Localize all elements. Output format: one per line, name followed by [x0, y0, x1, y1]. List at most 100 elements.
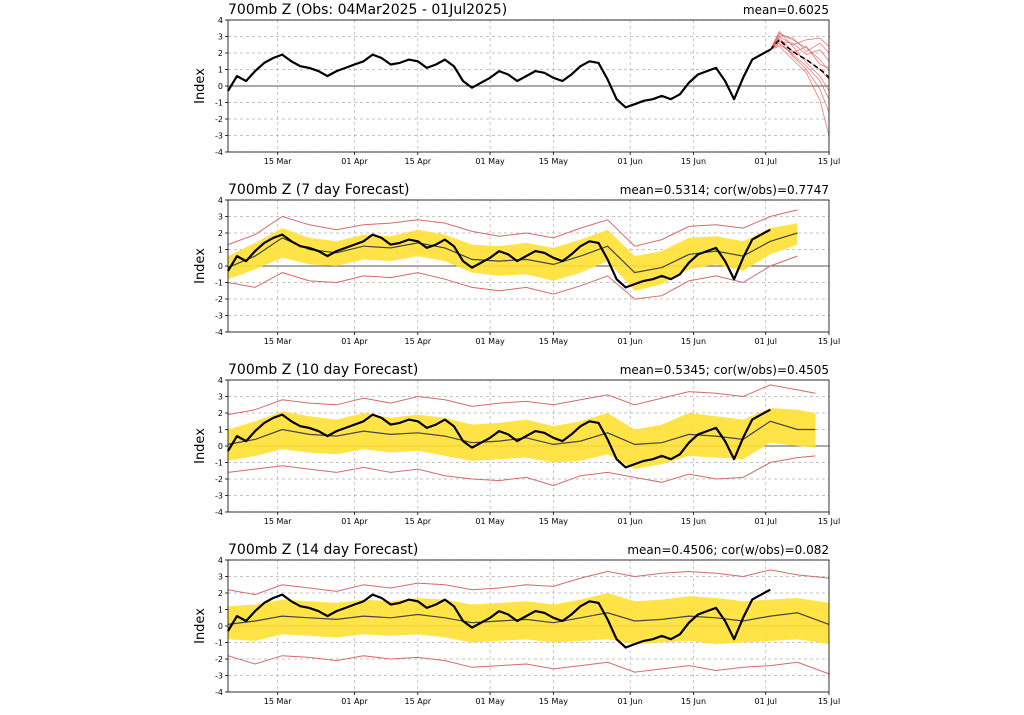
x-tick-label: 01 May — [475, 337, 505, 346]
y-tick-label: -2 — [215, 115, 223, 124]
y-tick-label: 1 — [218, 246, 223, 255]
x-tick-label: 01 Jun — [618, 157, 643, 166]
x-tick-label: 15 Jun — [681, 517, 706, 526]
ensemble-bound-line — [227, 255, 798, 300]
y-tick-label: 4 — [218, 16, 223, 25]
x-tick-label: 15 May — [539, 517, 569, 526]
y-axis-label: Index — [193, 68, 208, 104]
y-tick-label: -2 — [215, 475, 223, 484]
x-tick-label: 01 Jul — [755, 517, 777, 526]
x-tick-label: 01 Apr — [341, 337, 368, 346]
panel-title: 700mb Z (10 day Forecast) — [228, 362, 418, 378]
y-tick-label: 0 — [218, 442, 223, 451]
y-tick-label: 3 — [218, 213, 223, 222]
chart-panel-3: 700mb Z (10 day Forecast) mean=0.5345; co… — [193, 362, 840, 526]
x-tick-label: 15 Apr — [405, 697, 432, 706]
plot-frame — [227, 19, 830, 153]
ensemble-member-line — [769, 30, 830, 92]
ensemble-member-line — [769, 32, 830, 72]
ensemble-member-line — [769, 34, 830, 54]
chart-panel-1: 700mb Z (Obs: 04Mar2025 - 01Jul2025) mean… — [193, 2, 840, 166]
x-tick-label: 15 Jul — [818, 517, 840, 526]
x-tick-label: 15 Apr — [405, 337, 432, 346]
y-tick-label: 3 — [218, 33, 223, 42]
x-tick-label: 01 Jun — [618, 697, 643, 706]
y-tick-label: 2 — [218, 229, 223, 238]
ensemble-bound-line — [227, 209, 798, 247]
x-tick-label: 15 Apr — [405, 157, 432, 166]
y-tick-label: 0 — [218, 262, 223, 271]
ensemble-member-line — [770, 42, 830, 100]
y-tick-label: -1 — [215, 279, 223, 288]
panel-stats: mean=0.6025 — [743, 3, 829, 17]
ensemble-member-line — [770, 45, 830, 136]
panel-stats: mean=0.5345; cor(w/obs)=0.4505 — [620, 363, 829, 377]
y-axis-label: Index — [193, 428, 208, 464]
x-tick-label: 01 Apr — [341, 157, 368, 166]
y-tick-label: 2 — [218, 589, 223, 598]
y-tick-label: 1 — [218, 426, 223, 435]
ensemble-bound-line — [227, 655, 830, 675]
y-tick-label: 4 — [218, 376, 223, 385]
y-tick-label: -4 — [215, 148, 223, 157]
y-tick-label: -1 — [215, 99, 223, 108]
x-tick-label: 01 Jun — [618, 337, 643, 346]
chart-panel-4: 700mb Z (14 day Forecast) mean=0.4506; co… — [193, 542, 840, 706]
y-tick-label: -4 — [215, 328, 223, 337]
y-tick-label: 2 — [218, 49, 223, 58]
y-axis-label: Index — [193, 608, 208, 644]
x-tick-label: 15 Mar — [264, 517, 293, 526]
y-tick-label: 3 — [218, 393, 223, 402]
x-tick-label: 01 Jul — [755, 157, 777, 166]
y-tick-label: -3 — [215, 312, 223, 321]
observed-line — [227, 588, 771, 649]
panel-title: 700mb Z (14 day Forecast) — [228, 542, 418, 558]
forecast-mean-line — [769, 38, 830, 79]
plot-frame — [227, 559, 830, 693]
x-tick-label: 15 May — [539, 697, 569, 706]
y-tick-label: 0 — [218, 82, 223, 91]
panel-stats: mean=0.5314; cor(w/obs)=0.7747 — [620, 183, 829, 197]
x-tick-label: 15 Mar — [264, 157, 293, 166]
x-tick-label: 01 May — [475, 517, 505, 526]
x-tick-label: 01 May — [475, 157, 505, 166]
x-tick-label: 15 Jun — [681, 337, 706, 346]
observed-line — [227, 228, 771, 289]
observed-line — [227, 48, 771, 109]
y-tick-label: 3 — [218, 573, 223, 582]
y-tick-label: 1 — [218, 66, 223, 75]
ensemble-member-line — [770, 44, 830, 69]
x-tick-label: 01 Jun — [618, 517, 643, 526]
y-tick-label: 2 — [218, 409, 223, 418]
x-tick-label: 01 Apr — [341, 517, 368, 526]
x-tick-label: 15 Jul — [818, 697, 840, 706]
ensemble-bound-line — [227, 455, 816, 487]
y-tick-label: -3 — [215, 132, 223, 141]
panel-title: 700mb Z (Obs: 04Mar2025 - 01Jul2025) — [228, 2, 507, 18]
x-tick-label: 15 Jul — [818, 157, 840, 166]
plot-frame — [227, 199, 830, 333]
y-tick-label: -1 — [215, 459, 223, 468]
ensemble-mean-line — [227, 612, 830, 625]
y-tick-label: 1 — [218, 606, 223, 615]
y-tick-label: -2 — [215, 655, 223, 664]
y-axis-label: Index — [193, 248, 208, 284]
x-tick-label: 01 Jul — [755, 697, 777, 706]
spread-band — [228, 593, 829, 645]
y-tick-label: -4 — [215, 508, 223, 517]
ensemble-bound-line — [227, 384, 816, 416]
x-tick-label: 15 Jun — [681, 697, 706, 706]
x-tick-label: 15 Apr — [405, 517, 432, 526]
x-tick-label: 15 Mar — [264, 337, 293, 346]
y-tick-label: -3 — [215, 492, 223, 501]
y-tick-label: 4 — [218, 196, 223, 205]
y-tick-label: -2 — [215, 295, 223, 304]
ensemble-member-line — [770, 41, 830, 62]
x-tick-label: 15 Jul — [818, 337, 840, 346]
panel-title: 700mb Z (7 day Forecast) — [228, 182, 409, 198]
y-tick-label: 0 — [218, 622, 223, 631]
observed-line — [227, 408, 771, 469]
x-tick-label: 01 Apr — [341, 697, 368, 706]
x-tick-label: 15 Mar — [264, 697, 293, 706]
